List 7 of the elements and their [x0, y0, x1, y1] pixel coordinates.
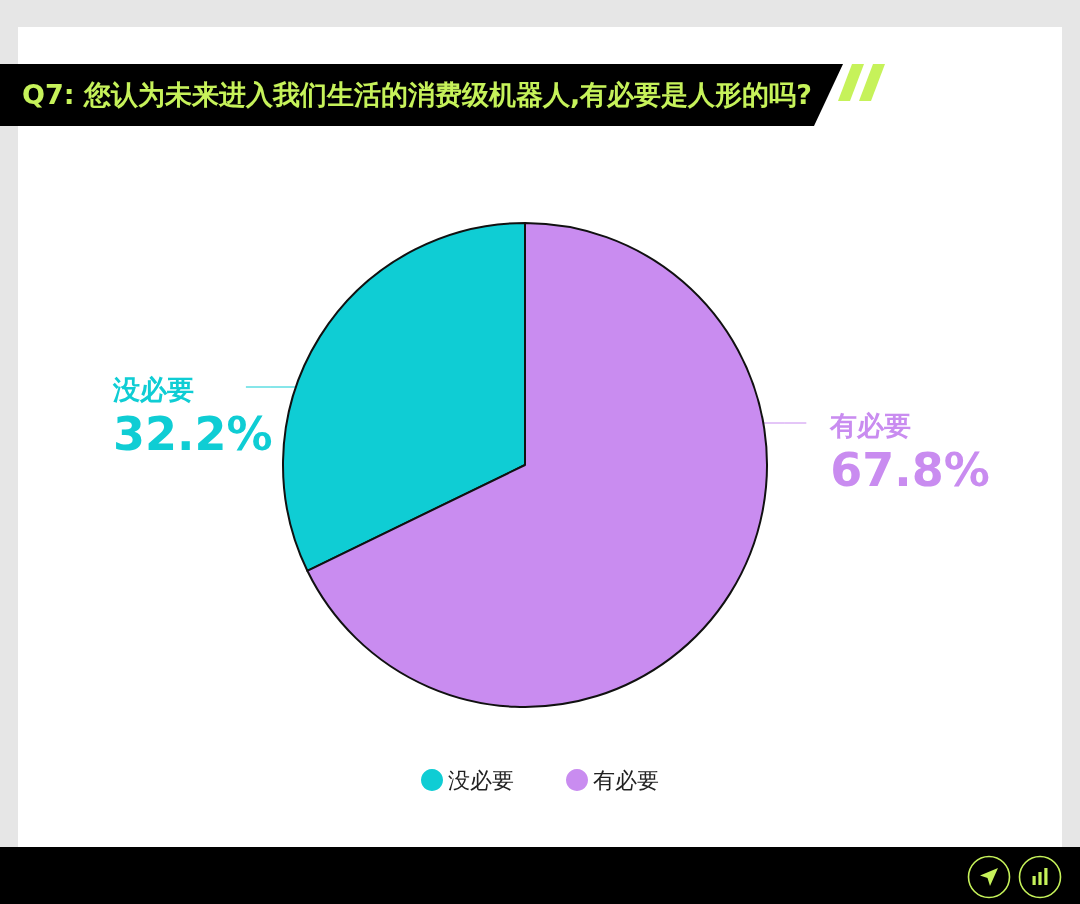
legend-label: 有必要: [593, 767, 659, 793]
chart-title: Q7: 您认为未来进入我们生活的消费级机器人,有必要是人形的吗?: [22, 78, 812, 112]
slice-label: 没必要: [112, 373, 194, 405]
slice-label: 有必要: [829, 409, 912, 441]
data-label: 32.2%: [113, 407, 273, 461]
data-label: 67.8%: [830, 443, 990, 497]
legend-label: 没必要: [448, 767, 514, 793]
